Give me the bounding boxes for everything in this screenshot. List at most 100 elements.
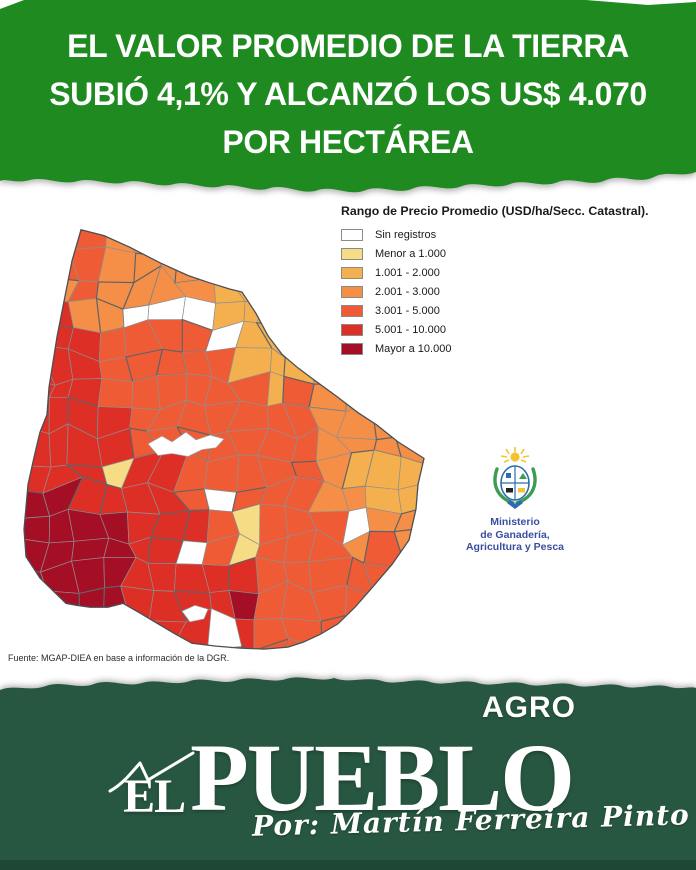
map-cell — [24, 246, 49, 284]
map-cell — [24, 276, 52, 305]
legend-item: Menor a 1.000 — [341, 248, 693, 260]
map-cell — [40, 613, 81, 649]
map-cell — [24, 303, 25, 325]
map-cell — [68, 229, 108, 251]
map-cell — [37, 344, 74, 386]
map-cell — [397, 456, 424, 490]
map-cell — [24, 346, 28, 378]
map-cell — [20, 478, 23, 518]
brand-el: EL — [123, 769, 186, 823]
legend-label: 1.001 - 2.000 — [375, 267, 440, 279]
map-cell — [78, 615, 104, 642]
map-cell — [281, 295, 326, 326]
header-torn-shape — [0, 0, 696, 193]
map-cell — [24, 321, 45, 348]
water-body — [147, 431, 225, 457]
section-label-agro: AGRO — [482, 691, 576, 724]
map-cell — [416, 508, 424, 538]
country-outline — [23, 229, 425, 650]
map-cell — [203, 488, 238, 513]
footer-bottom-shade — [0, 860, 696, 870]
map-cell — [213, 247, 232, 282]
map-cell — [24, 269, 25, 306]
map-cell — [419, 587, 424, 625]
header-paper-nick-left — [0, 0, 24, 9]
map-cell — [430, 431, 432, 465]
legend-item: Sin registros — [341, 229, 693, 241]
legend-title: Rango de Precio Promedio (USD/ha/Secc. C… — [341, 204, 649, 218]
legend-swatch — [341, 267, 363, 279]
swoosh-checkmark-icon — [108, 751, 195, 793]
map-cell — [97, 378, 134, 409]
legend-swatch — [341, 324, 363, 336]
legend-list: Sin registros Menor a 1.000 1.001 - 2.000 2… — [341, 229, 693, 355]
map-cell — [265, 271, 295, 304]
map-cell — [416, 528, 424, 568]
map-cell — [41, 640, 80, 650]
map-cell — [177, 229, 216, 256]
map-cell — [316, 640, 348, 650]
map-cell — [150, 643, 181, 650]
map-cell — [93, 222, 124, 228]
map-cell — [256, 295, 293, 326]
legend-item: 5.001 - 10.000 — [341, 324, 693, 336]
source-note: Fuente: MGAP-DIEA en base a información … — [8, 653, 230, 663]
map-cell — [363, 562, 407, 599]
map-cell — [20, 507, 23, 542]
map-cell — [98, 327, 127, 363]
map-cell — [431, 410, 432, 439]
ministry-name-line-2: de Ganadería, — [480, 528, 550, 541]
map-cell — [362, 633, 395, 650]
map-cell — [24, 591, 30, 625]
map-cell — [93, 638, 136, 650]
legend-label: 5.001 - 10.000 — [375, 324, 446, 336]
map-cell — [24, 569, 29, 597]
brand-pueblo: PUEBLO — [190, 724, 575, 832]
map-cell — [419, 618, 424, 641]
map-cell — [241, 222, 265, 225]
map-cell — [415, 358, 424, 389]
map-cell — [174, 240, 216, 284]
ministry-name-line-1: Ministerio — [490, 516, 540, 528]
headline-line-3: POR HECTÁREA — [222, 124, 474, 160]
legend-item: 3.001 - 5.000 — [341, 305, 693, 317]
map-cell — [127, 645, 162, 650]
map-cell — [291, 271, 326, 305]
headline-line-2: SUBIÓ 4,1% Y ALCANZÓ LOS US$ 4.070 — [49, 76, 647, 112]
footer-banner — [0, 677, 696, 870]
map-cell — [395, 399, 424, 438]
map-cell — [24, 301, 52, 325]
map-cell — [188, 222, 206, 227]
ministry-name-line-3: Agricultura y Pesca — [465, 541, 565, 553]
map-cell — [389, 374, 424, 411]
map-cell — [25, 642, 55, 650]
legend-item: Mayor a 10.000 — [341, 343, 693, 355]
map-cell — [390, 621, 424, 641]
brand-el-wrap: EL — [108, 751, 195, 823]
map-cell — [395, 555, 424, 591]
legend-label: 3.001 - 5.000 — [375, 305, 440, 317]
map-cell — [24, 229, 52, 231]
sun-icon — [500, 447, 530, 463]
map-cell — [234, 618, 255, 650]
map-cell — [267, 371, 285, 407]
map-cell — [417, 476, 424, 520]
map-cell — [131, 374, 161, 411]
map-cell — [230, 247, 271, 282]
legend-label: 2.001 - 3.000 — [375, 286, 440, 298]
map-cell — [429, 636, 432, 652]
map-cell — [50, 229, 83, 232]
map-cell — [230, 229, 269, 253]
headline-line-1: EL VALOR PROMEDIO DE LA TIERRA — [67, 28, 629, 64]
map-cell — [127, 613, 152, 649]
legend-swatch — [341, 229, 363, 241]
map-cell — [20, 465, 23, 490]
map-cell — [344, 639, 372, 650]
map-cell — [24, 229, 53, 255]
uruguay-coat-of-arms-icon — [493, 447, 537, 509]
map-cell — [369, 618, 402, 641]
legend-swatch — [341, 343, 363, 355]
map-cell — [393, 528, 424, 571]
ministry-name: Ministerio de Ganadería, Agricultura y P… — [448, 516, 582, 554]
